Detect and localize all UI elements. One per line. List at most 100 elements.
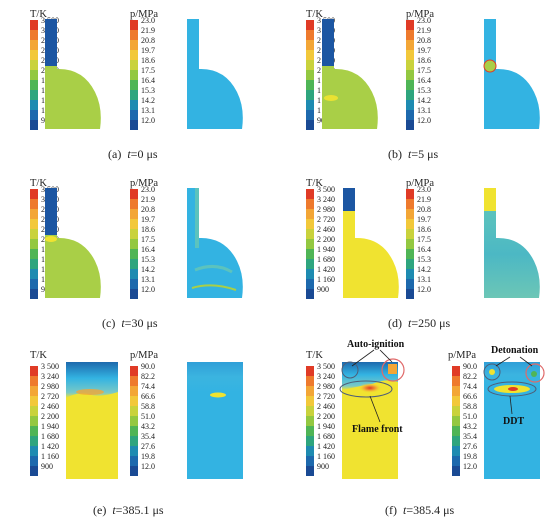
colorbar-tick-label: 17.5 xyxy=(417,235,431,244)
colorbar-swatch xyxy=(30,456,38,466)
colorbar-tick-label: 43.2 xyxy=(463,422,477,431)
colorbar-swatch xyxy=(30,60,38,70)
chamber-region xyxy=(322,66,378,129)
colorbar-swatch xyxy=(30,249,38,259)
pressure-colorbar: 23.021.920.819.718.617.516.415.314.213.1… xyxy=(130,185,155,299)
colorbar-swatch xyxy=(30,199,38,209)
colorbar-tick-label: 16.4 xyxy=(417,76,431,85)
detonation-label: Detonation xyxy=(491,345,539,356)
colorbar-tick-label: 15.3 xyxy=(141,86,155,95)
colorbar-swatch xyxy=(30,229,38,239)
colorbar-swatch xyxy=(406,239,414,249)
colorbar-swatch xyxy=(130,416,138,426)
colorbar-swatch xyxy=(406,90,414,100)
colorbar-swatch xyxy=(406,269,414,279)
annotation-circle xyxy=(525,363,545,383)
pressure-core xyxy=(508,387,518,391)
colorbar-swatch xyxy=(130,219,138,229)
colorbar-tick-label: 20.8 xyxy=(417,36,431,45)
colorbar-tick-label: 18.6 xyxy=(417,225,431,234)
colorbar-swatch xyxy=(306,366,314,376)
colorbar-tick-label: 2 460 xyxy=(317,225,335,234)
colorbar-swatch xyxy=(130,70,138,80)
colorbar-swatch xyxy=(306,386,314,396)
colorbar-tick-label: 900 xyxy=(317,285,329,294)
leader-line xyxy=(495,356,511,367)
colorbar-swatch xyxy=(30,446,38,456)
colorbar-swatch xyxy=(130,406,138,416)
pressure-colorbar: 90.082.274.466.658.851.043.235.427.619.8… xyxy=(452,362,477,476)
colorbar-tick-label: 51.0 xyxy=(463,412,477,421)
colorbar-tick-label: 2 460 xyxy=(41,402,59,411)
colorbar-swatch xyxy=(406,229,414,239)
auto-ignition-spot xyxy=(388,364,397,374)
pressure-spot xyxy=(210,392,226,398)
colorbar-tick-label: 16.4 xyxy=(417,245,431,254)
colorbar-swatch xyxy=(306,80,314,90)
colorbar-swatch xyxy=(406,30,414,40)
pressure-field xyxy=(187,188,243,298)
pressure-colorbar-title: p/MPa xyxy=(130,9,158,20)
caption-e: (e) t=385.1 μs xyxy=(93,503,164,517)
colorbar-swatch xyxy=(306,259,314,269)
flame-front xyxy=(76,389,104,395)
colorbar-tick-label: 51.0 xyxy=(141,412,155,421)
colorbar-swatch xyxy=(306,20,314,30)
colorbar-tick-label: 18.6 xyxy=(141,225,155,234)
colorbar-tick-label: 20.8 xyxy=(417,205,431,214)
temperature-field xyxy=(343,188,399,298)
colorbar-tick-label: 82.2 xyxy=(463,372,477,381)
colorbar-tick-label: 90.0 xyxy=(141,362,155,371)
colorbar-tick-label: 66.6 xyxy=(141,392,155,401)
colorbar-swatch xyxy=(130,386,138,396)
colorbar-swatch xyxy=(130,446,138,456)
colorbar-swatch xyxy=(306,70,314,80)
colorbar-tick-label: 23.0 xyxy=(141,16,155,25)
colorbar-swatch xyxy=(130,376,138,386)
colorbar-swatch xyxy=(30,289,38,299)
temp-colorbar-title: T/K xyxy=(306,178,323,189)
colorbar-swatch xyxy=(306,269,314,279)
pressure-field xyxy=(483,356,545,479)
colorbar-tick-label: 12.0 xyxy=(141,116,155,125)
colorbar-tick-label: 1 680 xyxy=(41,432,59,441)
caption-a: (a) t=0 μs xyxy=(108,147,158,161)
colorbar-swatch xyxy=(130,436,138,446)
colorbar-swatch xyxy=(306,110,314,120)
colorbar-tick-label: 13.1 xyxy=(141,275,155,284)
flame-band xyxy=(342,362,398,390)
colorbar-swatch xyxy=(406,40,414,50)
colorbar-tick-label: 58.8 xyxy=(463,402,477,411)
leader-line xyxy=(369,395,381,423)
colorbar-swatch xyxy=(306,426,314,436)
colorbar-swatch xyxy=(130,366,138,376)
colorbar-tick-label: 2 200 xyxy=(317,235,335,244)
colorbar-tick-label: 18.6 xyxy=(141,56,155,65)
colorbar-tick-label: 12.0 xyxy=(141,462,155,471)
pressure-colorbar: 23.021.920.819.718.617.516.415.314.213.1… xyxy=(406,185,431,299)
temperature-field xyxy=(339,349,405,479)
colorbar-swatch xyxy=(30,20,38,30)
colorbar-tick-label: 2 720 xyxy=(317,392,335,401)
colorbar-tick-label: 13.1 xyxy=(417,275,431,284)
colorbar-swatch xyxy=(406,209,414,219)
colorbar-swatch xyxy=(30,426,38,436)
colorbar-tick-label: 2 980 xyxy=(317,382,335,391)
colorbar-swatch xyxy=(130,249,138,259)
annotation-oval xyxy=(339,380,393,398)
colorbar-tick-label: 90.0 xyxy=(463,362,477,371)
colorbar-swatch xyxy=(406,100,414,110)
colorbar-tick-label: 1 940 xyxy=(317,422,335,431)
annotation-oval xyxy=(483,363,501,381)
chamber-region xyxy=(45,235,101,298)
pressure-colorbar-title: p/MPa xyxy=(130,178,158,189)
colorbar-swatch xyxy=(306,406,314,416)
colorbar-swatch xyxy=(30,239,38,249)
colorbar-swatch xyxy=(406,20,414,30)
colorbar-swatch xyxy=(306,120,314,130)
colorbar-swatch xyxy=(452,406,460,416)
annotation-circle xyxy=(381,358,405,382)
chamber-region xyxy=(343,211,399,298)
